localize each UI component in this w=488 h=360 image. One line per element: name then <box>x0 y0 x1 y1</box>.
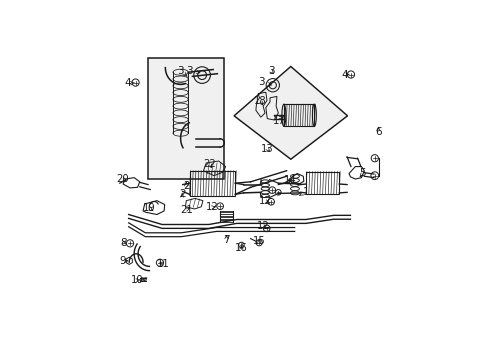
Text: 2: 2 <box>183 181 189 191</box>
Text: 6: 6 <box>374 127 381 137</box>
Text: 5: 5 <box>359 168 366 179</box>
Text: 18: 18 <box>253 96 266 107</box>
Text: 4: 4 <box>341 69 348 80</box>
Text: 10: 10 <box>131 275 143 285</box>
Text: 4: 4 <box>124 78 134 89</box>
Text: 7: 7 <box>223 235 229 245</box>
Text: 17: 17 <box>273 116 285 126</box>
Bar <box>148 58 224 179</box>
Polygon shape <box>234 67 347 159</box>
Text: 1: 1 <box>299 186 309 197</box>
Text: 3: 3 <box>177 66 186 76</box>
Text: 11: 11 <box>157 258 169 269</box>
Text: 14: 14 <box>283 175 295 185</box>
Text: 2: 2 <box>179 189 185 199</box>
Text: 15: 15 <box>252 237 265 246</box>
Text: 16: 16 <box>235 243 247 253</box>
Text: 3: 3 <box>258 77 271 87</box>
Text: 19: 19 <box>142 203 155 213</box>
Text: 12: 12 <box>205 202 218 212</box>
Text: 12: 12 <box>258 196 271 206</box>
Bar <box>284 104 314 126</box>
Text: 20: 20 <box>116 174 129 184</box>
Text: 3: 3 <box>267 66 274 76</box>
Text: 3: 3 <box>186 66 200 76</box>
Text: 13: 13 <box>261 144 273 153</box>
Text: 12: 12 <box>256 221 269 231</box>
Text: 9: 9 <box>120 256 127 266</box>
Bar <box>189 171 235 195</box>
Bar <box>305 172 339 194</box>
Text: 22: 22 <box>203 159 216 169</box>
Text: 8: 8 <box>120 238 127 248</box>
Text: 21: 21 <box>180 204 192 215</box>
